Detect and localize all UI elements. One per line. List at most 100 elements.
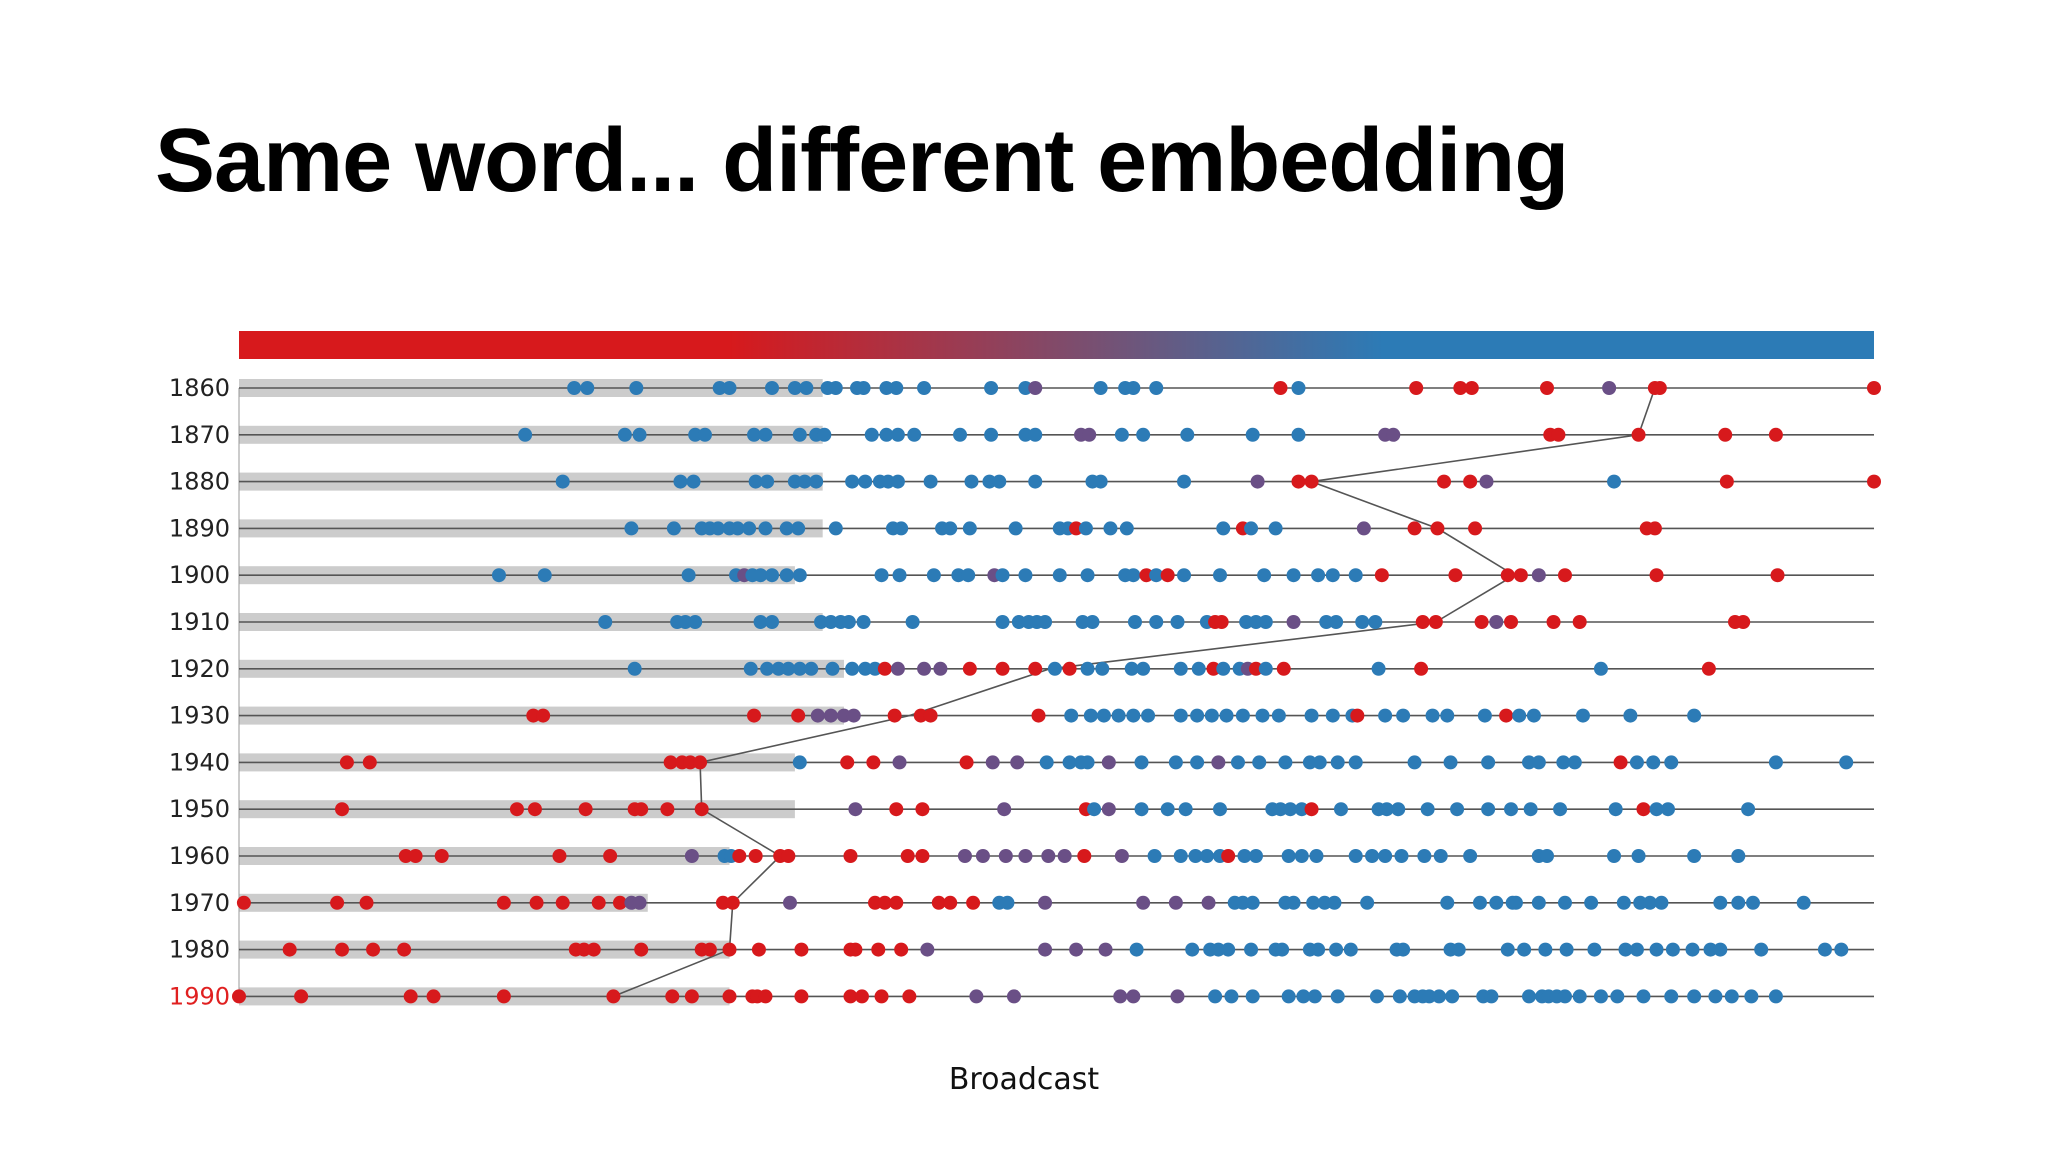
- data-point: [725, 895, 740, 910]
- data-point: [1432, 989, 1447, 1004]
- data-point: [1304, 474, 1319, 489]
- data-point: [1268, 521, 1283, 536]
- data-point: [1422, 989, 1437, 1004]
- year-label-1900: 1900: [169, 561, 230, 589]
- data-point: [1216, 521, 1231, 536]
- data-point: [1817, 942, 1832, 957]
- data-point: [1512, 708, 1527, 723]
- data-point: [1654, 895, 1669, 910]
- data-point: [1708, 989, 1723, 1004]
- data-point: [1235, 895, 1250, 910]
- data-point: [1177, 474, 1192, 489]
- data-point: [1407, 521, 1422, 536]
- data-point: [1484, 989, 1499, 1004]
- data-point: [804, 661, 819, 676]
- data-point: [1083, 708, 1098, 723]
- data-point: [794, 942, 809, 957]
- data-point: [1191, 661, 1206, 676]
- data-point: [751, 942, 766, 957]
- data-point: [953, 427, 968, 442]
- data-point: [957, 849, 972, 863]
- data-point: [1199, 849, 1214, 863]
- data-point: [787, 381, 802, 395]
- data-point: [846, 708, 861, 723]
- data-point: [845, 661, 860, 676]
- data-point: [1440, 708, 1455, 723]
- data-point: [866, 755, 881, 770]
- data-point: [1237, 849, 1252, 863]
- data-point: [1087, 802, 1102, 817]
- data-point: [1531, 755, 1546, 770]
- data-point: [1276, 661, 1291, 676]
- data-point: [900, 849, 915, 863]
- data-point: [913, 708, 928, 723]
- data-point: [982, 474, 997, 489]
- data-point: [1204, 708, 1219, 723]
- data-point: [1378, 849, 1393, 863]
- data-point: [753, 615, 768, 629]
- data-point: [1356, 521, 1371, 536]
- data-point: [1136, 661, 1151, 676]
- data-point: [799, 381, 814, 395]
- data-point: [1075, 615, 1090, 629]
- data-point: [995, 615, 1010, 629]
- data-point: [1095, 661, 1110, 676]
- data-point: [747, 427, 762, 442]
- data-point: [686, 474, 701, 489]
- data-point: [1517, 942, 1532, 957]
- data-point: [868, 661, 883, 676]
- data-point: [856, 615, 871, 629]
- data-point: [1636, 989, 1651, 1004]
- data-point: [1317, 895, 1332, 910]
- year-label-1880: 1880: [169, 468, 230, 496]
- data-point: [1468, 521, 1483, 536]
- data-point: [782, 895, 797, 910]
- data-point: [1618, 942, 1633, 957]
- data-point: [985, 755, 1000, 770]
- data-point: [1379, 802, 1394, 817]
- data-point: [1687, 989, 1702, 1004]
- data-point: [1572, 615, 1587, 629]
- data-point: [1170, 615, 1185, 629]
- data-point: [1685, 942, 1700, 957]
- data-point: [840, 755, 855, 770]
- data-point: [1119, 521, 1134, 536]
- data-point: [858, 474, 873, 489]
- data-point: [1031, 708, 1046, 723]
- data-point: [722, 381, 737, 395]
- data-point: [765, 615, 780, 629]
- data-point: [1291, 427, 1306, 442]
- data-point: [1281, 849, 1296, 863]
- data-point: [578, 802, 593, 817]
- data-point: [1149, 615, 1164, 629]
- data-point: [366, 942, 381, 957]
- data-point: [917, 661, 932, 676]
- data-point: [843, 849, 858, 863]
- data-point: [1281, 989, 1296, 1004]
- data-point: [889, 895, 904, 910]
- data-point: [841, 615, 856, 629]
- data-point: [747, 708, 762, 723]
- data-point: [1607, 849, 1622, 863]
- year-label-1990: 1990: [169, 982, 230, 1010]
- data-point: [1649, 568, 1664, 583]
- data-point: [1649, 802, 1664, 817]
- data-point: [1283, 802, 1298, 817]
- data-point: [966, 895, 981, 910]
- data-point: [825, 661, 840, 676]
- data-point: [779, 568, 794, 583]
- data-point: [1540, 381, 1554, 395]
- data-point: [1453, 381, 1468, 395]
- data-point: [889, 381, 904, 395]
- data-point: [1330, 755, 1345, 770]
- data-point: [791, 521, 806, 536]
- data-point: [1136, 427, 1151, 442]
- data-point: [684, 989, 699, 1004]
- data-point: [1731, 849, 1746, 863]
- data-point: [730, 521, 745, 536]
- data-point: [509, 802, 524, 817]
- data-point: [1244, 521, 1259, 536]
- data-point: [961, 568, 976, 583]
- year-label-1960: 1960: [169, 842, 230, 870]
- data-point: [1093, 474, 1108, 489]
